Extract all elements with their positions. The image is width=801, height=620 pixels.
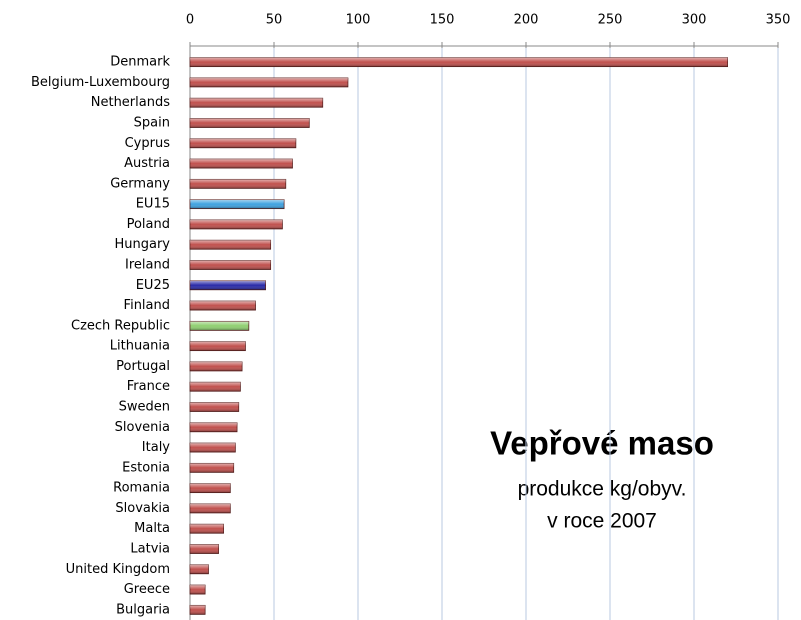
y-tick-label: Belgium-Luxembourg bbox=[31, 75, 170, 90]
bar-shine bbox=[190, 77, 348, 87]
bar-shine bbox=[190, 402, 239, 412]
bar-shine bbox=[190, 240, 271, 250]
y-tick-label: Finland bbox=[124, 298, 170, 313]
bar-shine bbox=[190, 585, 206, 595]
bar-shine bbox=[190, 564, 209, 574]
bar-shine bbox=[190, 443, 236, 453]
bar-shine bbox=[190, 483, 231, 493]
bar-shine bbox=[190, 361, 243, 371]
bar-shine bbox=[190, 605, 206, 615]
y-tick-label: Austria bbox=[124, 156, 170, 171]
bar-shine bbox=[190, 98, 323, 108]
bar-shine bbox=[190, 219, 283, 229]
bar-shine bbox=[190, 159, 293, 169]
bar-shine bbox=[190, 280, 266, 290]
x-tick-label: 0 bbox=[186, 13, 194, 28]
bar-shine bbox=[190, 301, 256, 311]
y-tick-label: United Kingdom bbox=[66, 562, 170, 577]
bar-shine bbox=[190, 260, 271, 270]
y-tick-label: Czech Republic bbox=[71, 318, 170, 333]
x-tick-label: 150 bbox=[430, 13, 455, 28]
bar-shine bbox=[190, 321, 249, 331]
bar-shine bbox=[190, 422, 238, 432]
bar-shine bbox=[190, 463, 234, 473]
y-tick-label: Ireland bbox=[125, 258, 170, 273]
bar-shine bbox=[190, 503, 231, 513]
y-tick-label: Latvia bbox=[130, 542, 170, 557]
x-tick-label: 100 bbox=[346, 13, 371, 28]
y-tick-label: Slovenia bbox=[115, 420, 170, 435]
bar-shine bbox=[190, 57, 728, 67]
y-tick-label: Slovakia bbox=[115, 501, 170, 516]
bar-shine bbox=[190, 179, 286, 189]
y-tick-label: Greece bbox=[124, 582, 170, 597]
y-tick-label: EU15 bbox=[136, 197, 170, 212]
annotation: v roce 2007 bbox=[547, 510, 657, 533]
chart-title: Vepřové maso bbox=[490, 425, 714, 462]
y-tick-label: Cyprus bbox=[125, 136, 171, 151]
y-tick-label: Sweden bbox=[119, 400, 170, 415]
y-tick-label: Lithuania bbox=[110, 339, 170, 354]
x-tick-label: 250 bbox=[598, 13, 623, 28]
y-tick-label: Romania bbox=[113, 481, 170, 496]
y-tick-label: Denmark bbox=[110, 55, 170, 70]
y-tick-label: Portugal bbox=[116, 359, 170, 374]
bar-shine bbox=[190, 138, 296, 148]
y-tick-label: Germany bbox=[110, 176, 170, 191]
y-tick-label: Malta bbox=[134, 521, 170, 536]
x-tick-label: 350 bbox=[766, 13, 791, 28]
x-tick-label: 200 bbox=[514, 13, 539, 28]
x-tick-label: 50 bbox=[266, 13, 283, 28]
y-tick-label: Netherlands bbox=[91, 95, 170, 110]
bar-shine bbox=[190, 382, 241, 392]
y-tick-label: France bbox=[127, 379, 170, 394]
y-tick-label: Estonia bbox=[122, 460, 170, 475]
y-tick-label: Bulgaria bbox=[116, 602, 170, 617]
x-tick-label: 300 bbox=[682, 13, 707, 28]
y-tick-label: Poland bbox=[127, 217, 170, 232]
y-tick-label: Italy bbox=[142, 440, 171, 455]
bar-shine bbox=[190, 341, 246, 351]
chart-subtitle: produkce kg/obyv. bbox=[518, 478, 687, 501]
bar-shine bbox=[190, 199, 285, 209]
bar-shine bbox=[190, 544, 219, 554]
y-tick-label: Hungary bbox=[114, 237, 170, 252]
y-tick-label: EU25 bbox=[136, 278, 170, 293]
bar-shine bbox=[190, 118, 310, 128]
y-tick-label: Spain bbox=[134, 116, 170, 131]
bar-shine bbox=[190, 524, 224, 534]
